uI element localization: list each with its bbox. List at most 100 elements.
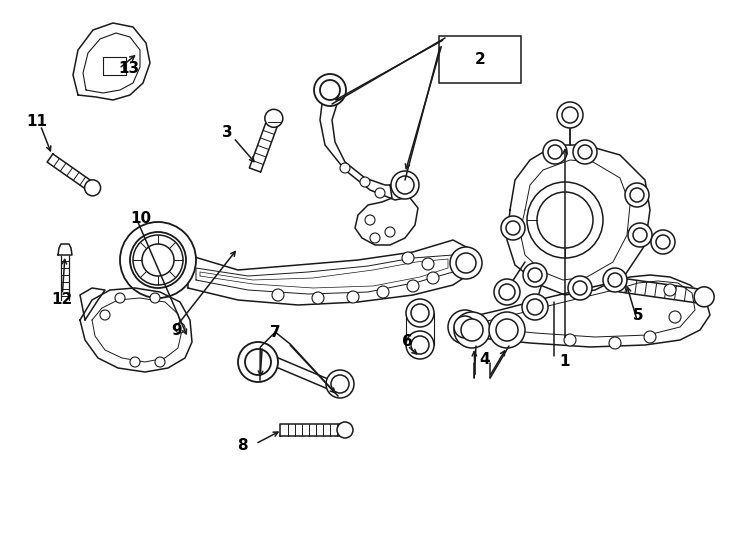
Circle shape: [628, 223, 652, 247]
Circle shape: [155, 357, 165, 367]
Circle shape: [603, 268, 627, 292]
Circle shape: [633, 228, 647, 242]
Text: 1: 1: [560, 354, 570, 369]
Circle shape: [669, 311, 681, 323]
Circle shape: [527, 299, 543, 315]
Circle shape: [506, 221, 520, 235]
Circle shape: [564, 334, 576, 346]
Circle shape: [115, 293, 125, 303]
Circle shape: [630, 188, 644, 202]
Circle shape: [245, 349, 271, 375]
Circle shape: [340, 163, 350, 173]
Circle shape: [694, 287, 714, 307]
Circle shape: [523, 263, 547, 287]
Circle shape: [461, 319, 483, 341]
Polygon shape: [200, 259, 448, 288]
Circle shape: [494, 279, 520, 305]
Circle shape: [406, 331, 434, 359]
Circle shape: [573, 281, 587, 295]
Circle shape: [496, 319, 518, 341]
Polygon shape: [83, 33, 140, 93]
Circle shape: [272, 289, 284, 301]
Circle shape: [407, 280, 419, 292]
Circle shape: [450, 247, 482, 279]
Circle shape: [238, 342, 278, 382]
Polygon shape: [73, 23, 150, 100]
Circle shape: [331, 375, 349, 393]
Text: 4: 4: [479, 352, 490, 367]
Circle shape: [651, 230, 675, 254]
Text: 6: 6: [402, 334, 413, 349]
Circle shape: [411, 336, 429, 354]
Polygon shape: [507, 145, 650, 295]
Text: 7: 7: [270, 325, 280, 340]
Circle shape: [608, 273, 622, 287]
Polygon shape: [355, 185, 418, 245]
Polygon shape: [80, 288, 105, 320]
Circle shape: [100, 310, 110, 320]
Circle shape: [557, 102, 583, 128]
Text: 11: 11: [26, 114, 47, 129]
Circle shape: [568, 276, 592, 300]
Circle shape: [656, 235, 670, 249]
Text: 8: 8: [237, 438, 247, 453]
Circle shape: [391, 171, 419, 199]
Circle shape: [312, 292, 324, 304]
Polygon shape: [470, 275, 710, 347]
Text: 10: 10: [131, 211, 151, 226]
Circle shape: [142, 244, 174, 276]
Polygon shape: [58, 244, 72, 255]
Polygon shape: [80, 288, 192, 372]
Polygon shape: [250, 116, 280, 172]
Circle shape: [609, 337, 621, 349]
Polygon shape: [47, 154, 95, 192]
Polygon shape: [520, 160, 630, 280]
Circle shape: [664, 284, 676, 296]
Text: 13: 13: [118, 60, 139, 76]
Circle shape: [454, 316, 476, 338]
Circle shape: [133, 235, 183, 285]
Polygon shape: [478, 281, 695, 337]
Polygon shape: [196, 255, 453, 294]
Circle shape: [360, 177, 370, 187]
Circle shape: [499, 284, 515, 300]
Circle shape: [385, 227, 395, 237]
Circle shape: [370, 233, 380, 243]
Circle shape: [120, 222, 196, 298]
Circle shape: [347, 291, 359, 303]
Circle shape: [528, 268, 542, 282]
FancyBboxPatch shape: [439, 36, 521, 83]
Circle shape: [406, 299, 434, 327]
Text: 5: 5: [633, 308, 644, 323]
Circle shape: [573, 140, 597, 164]
Circle shape: [456, 253, 476, 273]
Polygon shape: [92, 298, 182, 362]
Circle shape: [422, 258, 434, 270]
Circle shape: [448, 310, 482, 344]
Text: 3: 3: [222, 125, 233, 140]
Circle shape: [130, 357, 140, 367]
Circle shape: [537, 192, 593, 248]
Circle shape: [175, 323, 185, 333]
Circle shape: [411, 304, 429, 322]
Circle shape: [326, 370, 354, 398]
Circle shape: [396, 176, 414, 194]
Polygon shape: [103, 57, 126, 75]
Circle shape: [337, 422, 353, 438]
Circle shape: [375, 188, 385, 198]
Circle shape: [265, 109, 283, 127]
Text: 12: 12: [52, 292, 73, 307]
Polygon shape: [280, 424, 345, 436]
Circle shape: [501, 216, 525, 240]
Text: 9: 9: [171, 323, 181, 338]
Circle shape: [543, 140, 567, 164]
Circle shape: [365, 215, 375, 225]
Circle shape: [454, 312, 490, 348]
Circle shape: [314, 74, 346, 106]
Circle shape: [644, 331, 656, 343]
Circle shape: [84, 180, 101, 196]
Text: 2: 2: [475, 52, 485, 68]
Polygon shape: [619, 278, 705, 304]
Circle shape: [527, 182, 603, 258]
Circle shape: [489, 312, 525, 348]
